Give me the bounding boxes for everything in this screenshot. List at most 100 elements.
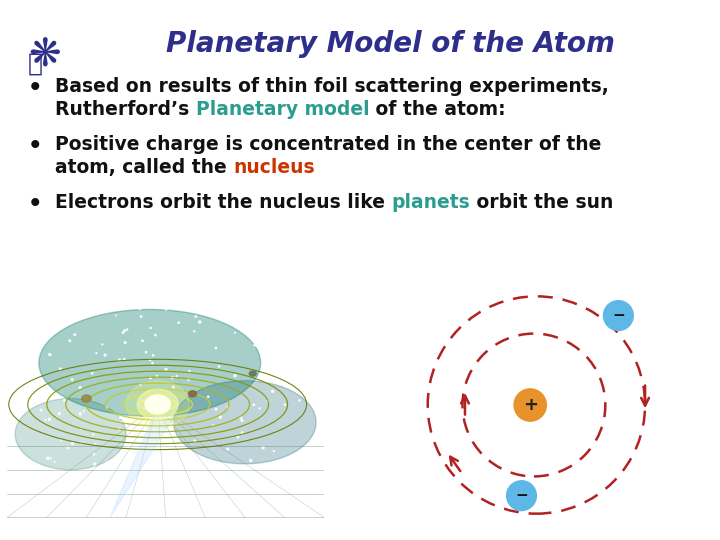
Point: [257, 443, 269, 452]
Point: [135, 312, 147, 321]
Point: [194, 469, 206, 477]
Point: [120, 338, 131, 347]
Point: [189, 437, 201, 445]
Text: •: •: [28, 193, 42, 216]
Point: [264, 350, 276, 359]
Point: [289, 516, 301, 524]
Point: [152, 503, 163, 512]
Circle shape: [137, 389, 179, 420]
Point: [229, 328, 240, 337]
Point: [117, 328, 129, 337]
Point: [22, 395, 33, 404]
Point: [189, 327, 200, 336]
Point: [161, 305, 172, 313]
Point: [261, 397, 273, 406]
Point: [278, 490, 289, 498]
Point: [232, 433, 243, 441]
Text: •: •: [28, 135, 42, 158]
Point: [236, 429, 248, 437]
Point: [143, 399, 155, 408]
Point: [114, 356, 125, 364]
Point: [294, 396, 305, 405]
Point: [194, 318, 205, 326]
Point: [134, 304, 145, 313]
Point: [4, 329, 15, 338]
Text: orbit the sun: orbit the sun: [470, 193, 613, 212]
Point: [24, 460, 35, 468]
Point: [167, 419, 179, 428]
Text: nucleus: nucleus: [233, 158, 315, 177]
Point: [96, 340, 108, 349]
Point: [48, 474, 60, 482]
Point: [157, 468, 168, 476]
Point: [150, 331, 161, 340]
Point: [153, 490, 164, 499]
Point: [52, 294, 63, 303]
Point: [86, 369, 98, 377]
Point: [307, 316, 319, 325]
Point: [290, 460, 302, 468]
Point: [9, 480, 21, 489]
Point: [49, 457, 60, 466]
Text: Planetary Model of the Atom: Planetary Model of the Atom: [166, 30, 614, 58]
Point: [210, 343, 222, 352]
Point: [297, 344, 308, 353]
Point: [279, 514, 290, 522]
Point: [74, 409, 86, 418]
Point: [264, 376, 275, 385]
Point: [160, 365, 171, 374]
Point: [76, 439, 87, 448]
Point: [168, 518, 179, 527]
Point: [289, 346, 300, 354]
Point: [133, 296, 145, 305]
Point: [133, 516, 145, 525]
Point: [254, 475, 266, 483]
Point: [279, 400, 291, 409]
Circle shape: [603, 301, 634, 330]
Point: [148, 430, 160, 439]
Point: [141, 512, 153, 521]
Text: Planetary model: Planetary model: [196, 100, 369, 119]
Point: [122, 468, 134, 476]
Text: ❋: ❋: [29, 35, 61, 73]
Point: [192, 452, 203, 461]
Point: [273, 478, 284, 487]
Point: [114, 413, 126, 422]
Point: [9, 397, 21, 406]
Point: [269, 523, 281, 531]
Text: planets: planets: [392, 193, 470, 212]
Point: [116, 488, 127, 497]
Point: [40, 415, 51, 424]
Text: Electrons orbit the nucleus like: Electrons orbit the nucleus like: [55, 193, 392, 212]
Point: [246, 295, 257, 304]
Point: [31, 392, 42, 400]
Point: [192, 514, 203, 522]
Circle shape: [189, 391, 197, 397]
Point: [295, 333, 307, 342]
Point: [55, 436, 67, 444]
Text: 🦎: 🦎: [27, 52, 42, 76]
Point: [151, 372, 163, 381]
Point: [147, 501, 158, 510]
Point: [91, 349, 102, 357]
Point: [116, 418, 127, 427]
Point: [43, 327, 55, 336]
Point: [43, 511, 55, 519]
Point: [239, 500, 251, 509]
Text: Based on results of thin foil scattering experiments,: Based on results of thin foil scattering…: [55, 77, 608, 96]
Ellipse shape: [174, 381, 316, 464]
Point: [311, 381, 323, 390]
Point: [256, 298, 268, 307]
Point: [9, 349, 20, 357]
Point: [42, 454, 53, 463]
Point: [249, 341, 261, 349]
Point: [119, 355, 130, 363]
Point: [145, 323, 156, 332]
Point: [257, 499, 269, 508]
Circle shape: [126, 381, 189, 428]
Point: [300, 468, 311, 477]
Point: [104, 485, 116, 494]
Text: −: −: [515, 488, 528, 503]
Point: [5, 487, 17, 495]
Point: [183, 375, 194, 384]
